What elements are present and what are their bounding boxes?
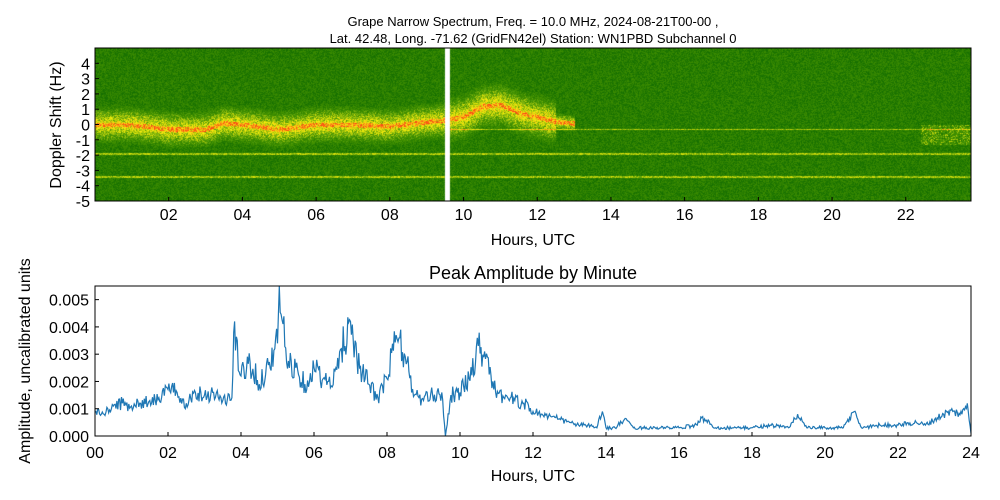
amplitude-xtick-label: 06 [305,445,323,462]
spectrogram-xtick-label: 12 [528,207,546,224]
amplitude-title: Peak Amplitude by Minute [429,263,637,283]
amplitude-ytick-label: 0.002 [49,374,89,391]
spectrogram-ylabel: Doppler Shift (Hz) [48,61,65,188]
spectrogram-xtick-label: 04 [234,207,252,224]
amplitude-xtick-label: 08 [378,445,396,462]
spectrogram-xtick-label: 10 [455,207,473,224]
amplitude-series-line [94,285,972,437]
spectrogram-xtick-label: 18 [749,207,767,224]
amplitude-ytick-label: 0.004 [49,320,89,337]
spectrogram-ytick-label: -5 [76,194,90,211]
spectrogram-xtick-label: 16 [676,207,694,224]
spectrogram-title-line2: Lat. 42.48, Long. -71.62 (GridFN42el) St… [330,31,737,46]
spectrogram-ytick-label: -3 [76,163,90,180]
spectrogram-ytick-label: -2 [76,148,90,165]
amplitude-ylabel: Amplitude, uncalibrated units [17,258,34,463]
spectrogram-xlabel: Hours, UTC [491,232,575,249]
spectrogram-ytick-label: -4 [76,179,90,196]
amplitude-xtick-label: 22 [889,445,907,462]
amplitude-xtick-label: 00 [86,445,104,462]
spectrogram-ytick-label: 4 [81,56,90,73]
amplitude-xtick-label: 24 [962,445,980,462]
spectrogram-xtick-label: 02 [160,207,178,224]
amplitude-xtick-label: 12 [524,445,542,462]
amplitude-xlabel: Hours, UTC [491,468,575,485]
amplitude-xtick-label: 04 [232,445,250,462]
amplitude-xtick-label: 02 [159,445,177,462]
spectrogram-ytick-label: 3 [81,72,90,89]
amplitude-ytick-label: 0.001 [49,402,89,419]
spectrogram-ytick-label: -1 [76,133,90,150]
amplitude-xtick-label: 10 [451,445,469,462]
spectrogram-image [95,48,971,201]
spectrogram-xtick-label: 20 [823,207,841,224]
spectrogram-title-line1: Grape Narrow Spectrum, Freq. = 10.0 MHz,… [347,14,718,29]
amplitude-xtick-label: 14 [597,445,615,462]
amplitude-frame [94,285,972,437]
spectrogram-frame [94,47,972,202]
spectrogram-xtick-label: 08 [381,207,399,224]
spectrogram-xtick-label: 22 [897,207,915,224]
amplitude-xtick-label: 18 [743,445,761,462]
spectrogram-xtick-label: 14 [602,207,620,224]
amplitude-ytick-label: 0.005 [49,293,89,310]
spectrogram-ytick-label: 2 [81,87,90,104]
amplitude-xtick-label: 20 [816,445,834,462]
spectrogram-xtick-label: 06 [307,207,325,224]
spectrogram-ytick-label: 1 [81,102,90,119]
spectrogram-ytick-label: 0 [81,118,90,135]
amplitude-ytick-label: 0.000 [49,429,89,446]
amplitude-ytick-label: 0.003 [49,347,89,364]
amplitude-xtick-label: 16 [670,445,688,462]
